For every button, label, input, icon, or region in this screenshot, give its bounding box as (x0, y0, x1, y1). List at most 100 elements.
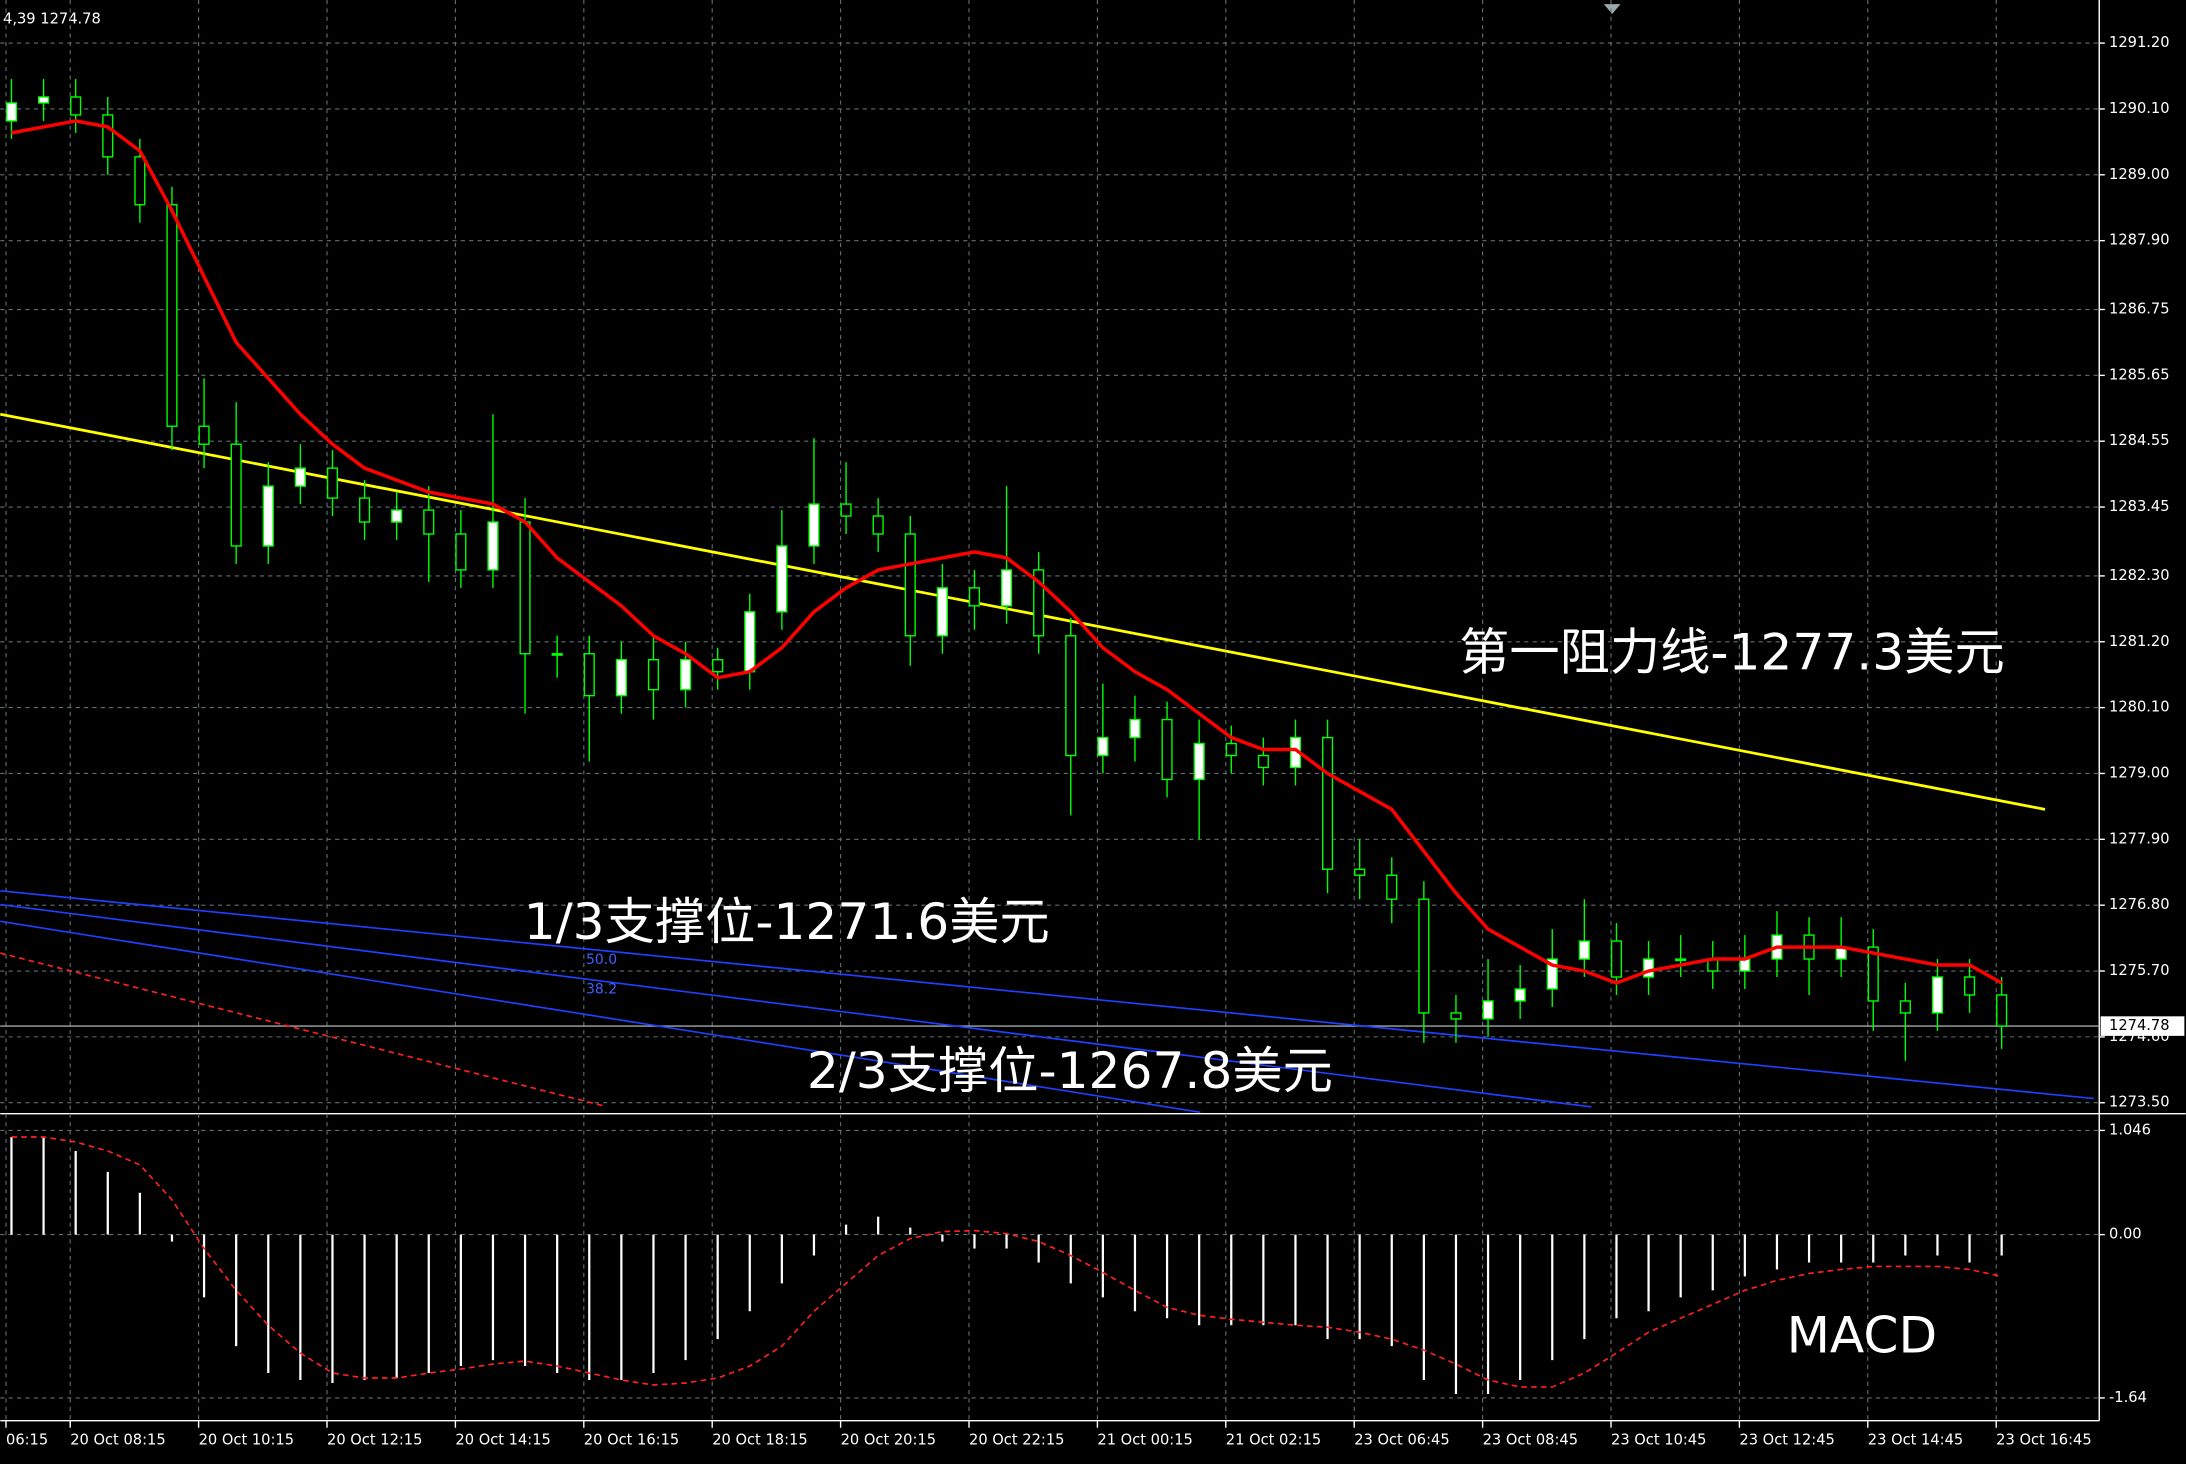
y-tick-label: 1276.80 (2109, 896, 2170, 913)
candle-body (1418, 898, 1430, 1014)
candle-body (872, 515, 884, 535)
y-tick-label: 1284.55 (2109, 432, 2170, 449)
trend-line (0, 903, 1592, 1108)
annotation: MACD (1787, 1305, 1938, 1364)
candle-body (230, 443, 242, 547)
header-text: 4,39 1274.78 (3, 11, 101, 28)
x-tick-label: 23 Oct 10:45 (1611, 1431, 1706, 1448)
x-tick-label: 23 Oct 14:45 (1868, 1431, 1963, 1448)
y-tick-label: 1281.20 (2109, 633, 2170, 650)
annotation: 1/3支撑位-1271.6美元 (524, 892, 1050, 951)
candle-body (294, 467, 306, 487)
candle-body (583, 653, 595, 697)
candle-body (1257, 754, 1269, 769)
x-tick-label: 20 Oct 18:15 (712, 1431, 807, 1448)
y-tick-label: 1290.10 (2109, 100, 2170, 117)
trend-line (0, 412, 2046, 811)
candle-body (358, 497, 371, 523)
candle-body (1482, 1000, 1494, 1020)
y-tick-label: 1280.10 (2109, 699, 2170, 716)
y-tick-label: 1285.65 (2109, 366, 2170, 383)
candle-body (808, 503, 820, 547)
candle-body (1386, 874, 1398, 900)
candle-body (1610, 940, 1623, 978)
candle-body (134, 156, 146, 206)
candle-body (1514, 988, 1526, 1002)
candle-body (712, 659, 724, 673)
y-tick-label: 0.00 (2109, 1226, 2142, 1243)
x-tick-label: 20 Oct 08:15 (70, 1431, 165, 1448)
candle-body (102, 114, 114, 158)
y-tick-label: 1277.90 (2109, 830, 2170, 847)
signal-line (11, 1136, 2002, 1388)
trend-line (0, 889, 2094, 1100)
candle-body (1354, 868, 1366, 876)
candle-body (391, 509, 403, 523)
candle-body (326, 467, 339, 499)
candle-body (1546, 958, 1558, 990)
candle-body (1000, 569, 1013, 607)
candle-body (1129, 718, 1141, 739)
candle-body (1899, 1000, 1911, 1014)
x-tick-label: 06:15 (6, 1431, 48, 1448)
candle-body (1931, 976, 1944, 1014)
candle-body (1097, 736, 1109, 757)
x-tick-label: 20 Oct 22:15 (969, 1431, 1064, 1448)
y-tick-label: 1.046 (2109, 1121, 2151, 1138)
last-price-box (2100, 1016, 2185, 1036)
x-tick-label: 20 Oct 12:15 (327, 1431, 422, 1448)
candle-body (1065, 635, 1077, 757)
candle-body (1578, 940, 1590, 960)
fib-label: 38.2 (586, 982, 617, 998)
y-tick-label: 1286.75 (2109, 301, 2170, 318)
y-tick-label: 1287.90 (2109, 232, 2170, 249)
candle-body (936, 587, 948, 637)
candle-body (487, 521, 499, 571)
candle-body (615, 659, 627, 697)
y-tick-label: 1291.20 (2109, 34, 2170, 51)
y-tick-label: -1.64 (2109, 1389, 2147, 1406)
candle-body (968, 587, 981, 607)
fib-label: 50.0 (586, 952, 617, 968)
annotation: 2/3支撑位-1267.8美元 (807, 1041, 1333, 1100)
candle-body (1450, 1012, 1462, 1020)
trend-line (0, 952, 604, 1107)
candle-body (1642, 958, 1655, 978)
candle-body (840, 503, 852, 517)
y-tick-label: 1283.45 (2109, 498, 2170, 515)
candle-body (166, 204, 178, 427)
candle-body (262, 485, 274, 547)
candle-body (1033, 569, 1045, 637)
candle-body (1225, 742, 1237, 757)
candle-body (1193, 742, 1205, 781)
candle-body (5, 102, 18, 122)
candle-body (37, 96, 50, 104)
candle-body (70, 96, 82, 116)
candle-body (519, 521, 531, 655)
x-tick-label: 23 Oct 12:45 (1739, 1431, 1834, 1448)
y-tick-label: 1289.00 (2109, 166, 2170, 183)
candle-body (1963, 976, 1976, 996)
candle-body (1321, 736, 1334, 870)
candle-body (551, 653, 563, 656)
y-tick-label: 1282.30 (2109, 567, 2170, 584)
candle-body (1996, 994, 2008, 1027)
candle-body (455, 533, 467, 571)
candle-body (1675, 958, 1687, 962)
candle-body (423, 509, 435, 535)
candle-body (904, 533, 916, 637)
trend-line (0, 920, 1201, 1114)
y-tick-label: 1275.70 (2109, 962, 2170, 979)
candle-body (776, 545, 788, 613)
x-tick-label: 23 Oct 16:45 (1996, 1431, 2091, 1448)
candle-body (1867, 946, 1879, 1002)
candle-body (647, 659, 660, 691)
y-tick-label: 1279.00 (2109, 764, 2170, 781)
x-tick-label: 20 Oct 16:15 (584, 1431, 679, 1448)
candle-body (1739, 958, 1751, 972)
x-tick-label: 20 Oct 20:15 (841, 1431, 936, 1448)
y-tick-label: 1273.50 (2109, 1094, 2170, 1111)
x-tick-label: 20 Oct 14:15 (455, 1431, 550, 1448)
